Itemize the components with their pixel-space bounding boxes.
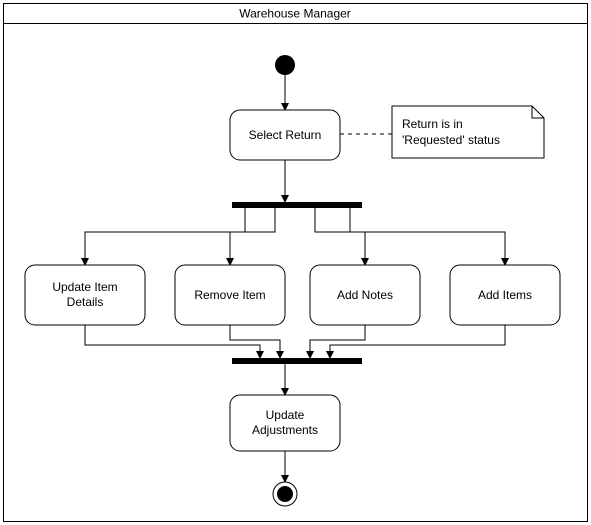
join-bar: [232, 358, 362, 364]
node-select-return-label: Select Return: [249, 128, 322, 142]
node-add-notes-l1: Add Notes: [337, 288, 393, 302]
initial-node: [275, 55, 295, 75]
note-line2: 'Requested' status: [402, 133, 500, 147]
node-update-adjustments-l2: Adjustments: [252, 423, 318, 437]
node-update-item-details-l1: Update Item: [52, 280, 117, 294]
note-requested-status: Return is in 'Requested' status: [392, 106, 544, 158]
node-update-item-details-l2: Details: [67, 295, 104, 309]
node-remove-item-l1: Remove Item: [194, 288, 265, 302]
note-line1: Return is in: [402, 117, 463, 131]
node-update-adjustments-l1: Update: [266, 408, 305, 422]
swimlane-title: Warehouse Manager: [239, 7, 351, 21]
fork-bar: [232, 202, 362, 208]
final-node: [273, 482, 297, 506]
node-add-items-l1: Add Items: [478, 288, 532, 302]
